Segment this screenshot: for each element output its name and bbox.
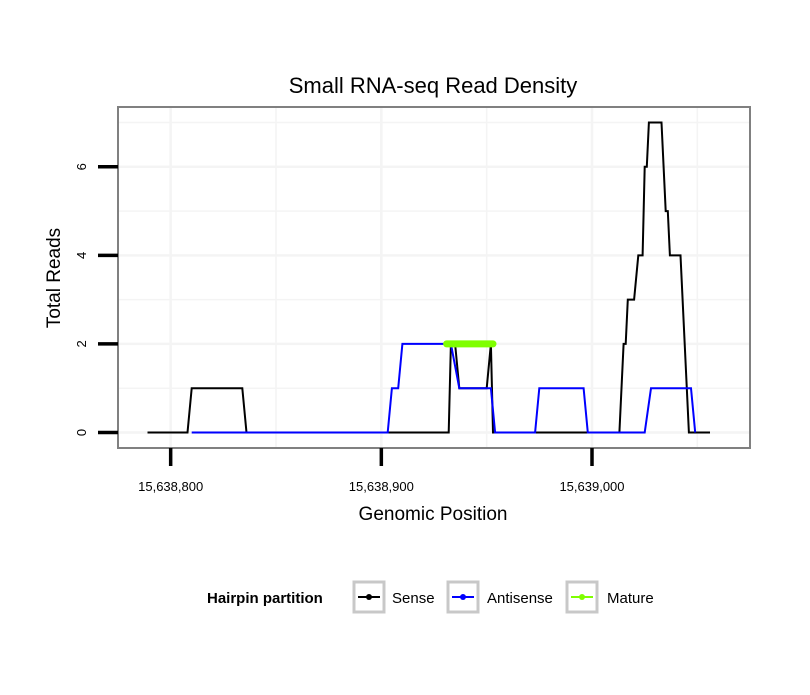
series-layer [147, 121, 710, 434]
plot-panel [118, 107, 750, 448]
legend-dot-sense [366, 594, 372, 600]
x-axis: 15,638,800 15,638,900 15,639,000 [138, 448, 625, 494]
legend-label-antisense: Antisense [487, 590, 553, 607]
legend-label-mature: Mature [607, 590, 654, 607]
y-axis: 0 2 4 6 [74, 163, 118, 436]
legend-dot-mature [579, 594, 585, 600]
x-axis-title: Genomic Position [359, 504, 508, 525]
legend-item-antisense: Antisense [446, 580, 553, 614]
legend-title: Hairpin partition [207, 590, 323, 607]
x-tick-label: 15,638,800 [138, 479, 203, 494]
plot-border [117, 106, 751, 449]
chart-title: Small RNA-seq Read Density [289, 73, 578, 98]
legend-item-mature: Mature [565, 580, 654, 614]
legend-item-sense: Sense [352, 580, 435, 614]
series-line-sense [147, 121, 710, 434]
legend-label-sense: Sense [392, 590, 435, 607]
legend-dot-antisense [460, 594, 466, 600]
x-tick-label: 15,638,900 [349, 479, 414, 494]
y-tick-label: 0 [74, 429, 89, 436]
x-tick-label: 15,639,000 [559, 479, 624, 494]
y-tick-label: 6 [74, 163, 89, 170]
series-line-antisense [191, 342, 697, 434]
y-axis-title: Total Reads [44, 228, 65, 328]
y-tick-label: 4 [74, 252, 89, 259]
legend: Hairpin partition Sense Antisense Mature [207, 580, 654, 614]
y-tick-label: 2 [74, 340, 89, 347]
